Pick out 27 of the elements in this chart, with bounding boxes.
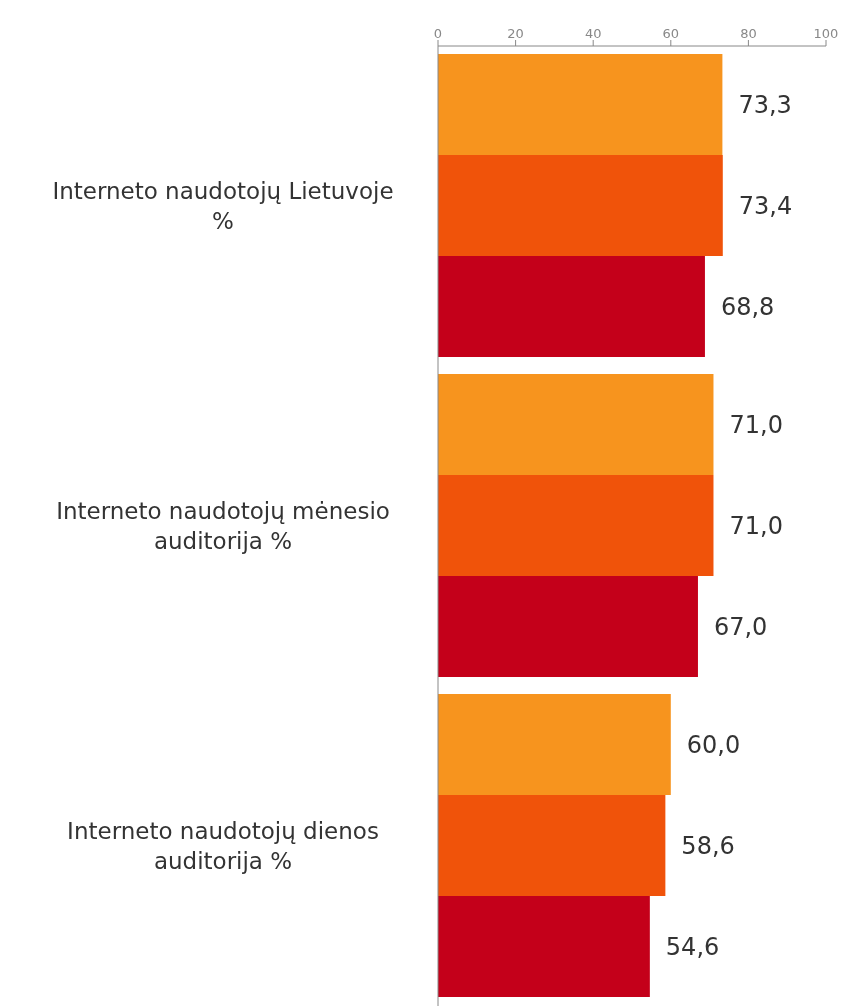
data-label: 67,0 bbox=[713, 612, 768, 641]
x-tick-label: 80 bbox=[740, 26, 757, 41]
bar bbox=[438, 155, 723, 256]
data-label: 73,3 bbox=[738, 90, 792, 119]
bar bbox=[438, 54, 723, 155]
x-tick-label: 60 bbox=[662, 26, 680, 41]
x-tick-label: 20 bbox=[507, 26, 524, 41]
data-label: 71,0 bbox=[729, 410, 783, 439]
bar bbox=[438, 795, 666, 896]
data-label: 58,6 bbox=[681, 831, 735, 860]
y-tick-label: Interneto naudotojų mėnesio auditorija % bbox=[56, 498, 390, 554]
y-tick-label: Interneto naudotojų dienos auditorija % bbox=[67, 818, 379, 874]
bar bbox=[438, 576, 698, 677]
bar bbox=[438, 374, 714, 475]
data-label: 68,8 bbox=[720, 292, 775, 321]
bar bbox=[438, 896, 650, 997]
bar bbox=[438, 256, 705, 357]
x-tick-label: 40 bbox=[584, 26, 602, 41]
y-tick-label: Interneto naudotojų Lietuvoje % bbox=[52, 178, 394, 234]
data-label: 73,4 bbox=[738, 191, 793, 220]
bar bbox=[438, 475, 714, 576]
data-label: 54,6 bbox=[665, 932, 720, 961]
data-label: 71,0 bbox=[729, 511, 783, 540]
x-tick-label: 100 bbox=[813, 26, 839, 41]
bar bbox=[438, 694, 671, 795]
x-tick-label: 0 bbox=[433, 26, 443, 41]
data-label: 60,0 bbox=[686, 730, 741, 759]
